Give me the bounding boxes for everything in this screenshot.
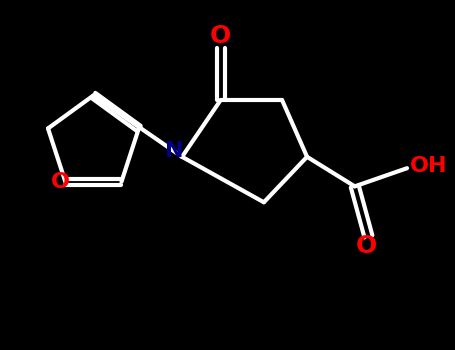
Text: O: O (355, 234, 377, 258)
Text: O: O (51, 172, 70, 192)
Text: O: O (210, 25, 231, 48)
Text: N: N (165, 141, 183, 161)
Text: OH: OH (410, 156, 448, 176)
